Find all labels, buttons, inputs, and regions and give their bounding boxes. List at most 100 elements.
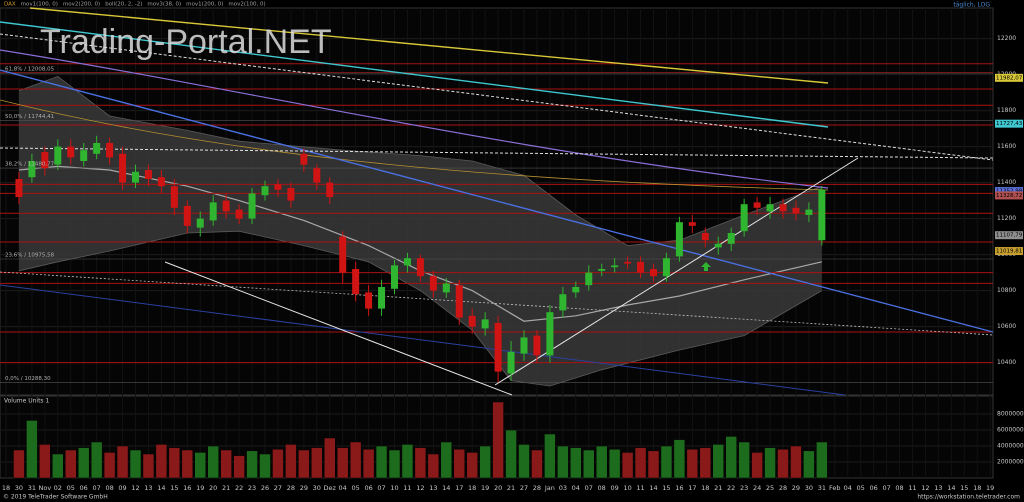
volume-bar xyxy=(26,420,38,479)
volume-bar xyxy=(764,447,776,479)
volume-bar xyxy=(401,444,414,479)
volume-bar xyxy=(505,429,517,479)
x-tick-label: 07 xyxy=(377,484,385,492)
x-tick-label: 04 xyxy=(339,484,347,492)
x-tick-label: 11 xyxy=(636,484,644,492)
volume-bar xyxy=(142,453,155,479)
x-tick-label: 05 xyxy=(67,484,75,492)
x-tick-label: 12 xyxy=(131,484,139,492)
candle-body xyxy=(183,206,191,226)
x-tick-label: 21 xyxy=(507,484,515,492)
volume-bar xyxy=(116,445,129,479)
candle-body xyxy=(442,283,450,293)
candle-body xyxy=(727,233,735,244)
volume-bar xyxy=(686,448,699,479)
x-tick-label: 24 xyxy=(753,484,761,492)
x-tick-label: 21 xyxy=(714,484,722,492)
candle-body xyxy=(28,161,36,178)
volume-bar xyxy=(194,452,206,479)
candle-body xyxy=(792,207,800,214)
volume-bar xyxy=(207,445,219,479)
y-tick-label: 10800 xyxy=(997,287,1016,294)
x-tick-label: 27 xyxy=(274,484,282,492)
candle-body xyxy=(559,294,567,311)
x-tick-label: 19 xyxy=(196,484,204,492)
volume-bar xyxy=(621,452,634,479)
x-tick-label: 19 xyxy=(481,484,489,492)
x-tick-label: Dez xyxy=(324,484,337,492)
x-tick-label: 05 xyxy=(352,484,360,492)
candle-body xyxy=(274,184,282,190)
candle-body xyxy=(818,189,826,241)
candle-body xyxy=(507,351,515,374)
volume-bar xyxy=(790,445,802,479)
price-marker-label: 11982,07 xyxy=(996,75,1023,81)
x-tick-label: 18 xyxy=(2,484,10,492)
trend-line xyxy=(0,69,994,333)
price-marker xyxy=(995,191,1023,200)
trend-line xyxy=(0,271,994,336)
candle-body xyxy=(209,202,217,221)
x-tick-label: 04 xyxy=(844,484,852,492)
volume-bar xyxy=(65,449,77,479)
candle-body xyxy=(119,153,127,183)
x-tick-label: 17 xyxy=(455,484,463,492)
price-marker-label: 11019,81 xyxy=(996,249,1022,255)
candle-body xyxy=(365,292,373,309)
volume-label: Volume Units 1 xyxy=(4,398,49,405)
candle-body xyxy=(144,170,152,179)
candle-body xyxy=(650,269,657,277)
trend-line xyxy=(0,284,846,396)
x-tick-label: 30 xyxy=(805,484,813,492)
indicator-label: mov1(200, 0) xyxy=(186,2,223,8)
volume-bar xyxy=(583,449,595,479)
volume-bar xyxy=(816,441,828,479)
candle-body xyxy=(624,261,632,264)
candle-body xyxy=(611,265,619,268)
candle-body xyxy=(468,315,476,327)
x-tick-label: 31 xyxy=(28,484,36,492)
indicator-label: mov2(100, 0) xyxy=(228,2,265,8)
candle-body xyxy=(378,287,386,309)
y-tick-label: 10400 xyxy=(997,359,1016,366)
x-tick-label: 29 xyxy=(792,484,800,492)
volume-tick-label: 4000000 xyxy=(997,443,1024,450)
trend-line xyxy=(0,33,994,161)
x-tick-label: 20 xyxy=(209,484,217,492)
fib-label: 61,8% / 12008,05 xyxy=(5,67,55,73)
x-tick-label: 22 xyxy=(235,484,243,492)
candle-body xyxy=(429,276,437,291)
x-tick-label: Feb xyxy=(829,484,841,492)
price-marker xyxy=(995,231,1023,240)
volume-bar xyxy=(595,445,608,479)
x-tick-label: 05 xyxy=(857,484,865,492)
candle-body xyxy=(261,186,269,196)
x-tick-label: 12 xyxy=(416,484,424,492)
moving-average-line xyxy=(29,7,829,84)
candle-body xyxy=(585,272,593,286)
volume-bar xyxy=(168,447,181,479)
y-tick-label: 11200 xyxy=(997,215,1016,222)
volume-bar xyxy=(647,450,660,479)
x-tick-label: 06 xyxy=(80,484,88,492)
trend-lines xyxy=(0,7,994,396)
price-marker xyxy=(995,73,1023,82)
x-tick-label: 27 xyxy=(520,484,528,492)
y-tick-label: 12200 xyxy=(997,35,1016,42)
price-marker-label: 11328,72 xyxy=(996,193,1022,199)
indicator-label: mov3(38, 0) xyxy=(147,2,181,8)
volume-bar xyxy=(272,448,284,479)
moving-average-line xyxy=(0,99,829,191)
volume-bar xyxy=(285,444,297,479)
x-tick-label: 10 xyxy=(623,484,631,492)
candle-body xyxy=(805,209,813,215)
volume-bar xyxy=(39,444,51,479)
volume-bar xyxy=(388,449,401,479)
candle-body xyxy=(766,204,774,212)
volume-bar xyxy=(336,447,349,479)
watermark: Trading-Portal.NET xyxy=(40,23,332,61)
x-tick-label: 30 xyxy=(313,484,321,492)
x-tick-label: 08 xyxy=(598,484,606,492)
candle-body xyxy=(572,287,580,293)
volume-bar xyxy=(634,447,647,479)
